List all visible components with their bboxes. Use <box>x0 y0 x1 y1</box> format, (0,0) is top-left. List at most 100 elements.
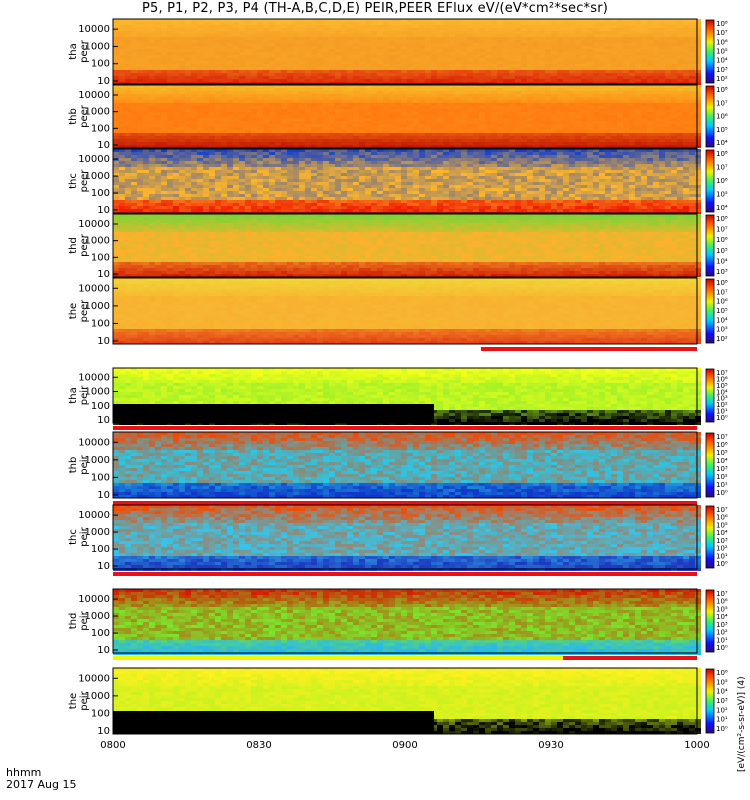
colorbar-tick-label: 10¹ <box>716 481 728 489</box>
colorbar-tick-label: 10² <box>716 629 728 637</box>
colorbar-tick-label: 10⁶ <box>716 375 728 383</box>
colorbar-tick-label: 10⁰ <box>716 725 728 733</box>
y-tick-label: 100 <box>91 252 110 263</box>
panel-thd-peir: 10100100010000thdpeir10⁰10¹10²10³10⁴10⁵1… <box>68 588 728 660</box>
colorbar <box>705 85 715 148</box>
colorbar-tick-label: 10⁴ <box>716 139 728 147</box>
colorbar-tick-label: 10⁵ <box>716 678 728 686</box>
colorbar-tick-label: 10⁶ <box>716 598 728 606</box>
y-tick-label: 1000 <box>85 236 110 247</box>
y-tick-label: 100 <box>91 472 110 483</box>
x-tick-label: 0930 <box>538 740 563 751</box>
y-axis-label: thcpeer <box>68 169 90 193</box>
status-bar <box>563 656 697 660</box>
y-tick-label: 10 <box>97 490 110 501</box>
y-tick-label: 10000 <box>78 510 110 521</box>
y-tick-label: 100 <box>91 708 110 719</box>
colorbar-tick-label: 10³ <box>716 621 728 629</box>
y-axis-label: thapeir <box>68 385 90 405</box>
colorbar-tick-label: 10⁸ <box>716 20 728 28</box>
panel-thc-peir: 10100100010000thcpeir10⁰10¹10²10³10⁴10⁵1… <box>68 504 728 576</box>
panel-frame <box>112 148 698 214</box>
colorbar-tick-label: 10⁷ <box>716 226 728 234</box>
y-axis-label: thepeir <box>68 690 90 710</box>
colorbar-tick-label: 10³ <box>716 697 728 705</box>
y-tick-label: 100 <box>91 123 110 134</box>
panel-thb-peir: 10100100010000thbpeir10⁰10¹10²10³10⁴10⁵1… <box>68 431 728 505</box>
colorbar <box>705 432 715 498</box>
colorbar-tick-label: 10⁸ <box>716 150 728 158</box>
colorbar-tick-label: 10³ <box>716 465 728 473</box>
colorbar-tick-label: 10⁴ <box>716 257 728 265</box>
colorbar <box>705 214 715 277</box>
y-tick-label: 10 <box>97 140 110 151</box>
colorbar-tick-label: 10⁴ <box>716 613 728 621</box>
colorbar-tick-label: 10⁰ <box>716 560 728 568</box>
colorbar-tick-label: 10⁵ <box>716 521 728 529</box>
hhmm-label: hhmm <box>6 766 41 779</box>
colorbar-tick-label: 10⁵ <box>716 126 728 134</box>
colorbar-tick-label: 10⁵ <box>716 191 728 199</box>
colorbar-tick-label: 10⁵ <box>716 449 728 457</box>
colorbar-tick-label: 10² <box>716 706 728 714</box>
colorbar <box>705 505 715 569</box>
colorbar-tick-label: 10⁴ <box>716 316 728 324</box>
colorbar-tick-label: 10⁵ <box>716 605 728 613</box>
panel-thd-peer: 10 100 1000 10000 thdpeer 10³ 10⁴ 10⁵ 10⁶ 10⁷ 10⁸ <box>68 213 728 280</box>
panel-frame <box>112 84 698 149</box>
colorbar <box>705 278 715 344</box>
colorbar-tick-label: 10³ <box>716 268 728 276</box>
y-tick-label: 10 <box>97 415 110 426</box>
colorbar-tick-label: 10¹ <box>716 716 728 724</box>
panel-frame <box>112 367 698 424</box>
colorbar-tick-label: 10⁶ <box>716 113 728 121</box>
colorbar-tick-label: 10⁴ <box>716 204 728 212</box>
colorbar-tick-label: 10² <box>716 473 728 481</box>
colorbar-tick-label: 10⁴ <box>716 457 728 465</box>
colorbar-tick-label: 10⁷ <box>716 99 728 107</box>
colorbar-tick-label: 10⁷ <box>716 506 728 514</box>
y-tick-label: 10 <box>97 269 110 280</box>
chart-title: P5, P1, P2, P3, P4 (TH-A,B,C,D,E) PEIR,P… <box>0 1 750 16</box>
y-tick-label: 10 <box>97 561 110 572</box>
colorbar-tick-label: 10¹ <box>716 636 728 644</box>
y-tick-label: 100 <box>91 628 110 639</box>
panel-thb-peer: 10 100 1000 10000 thbpeer 10⁴ 10⁵ 10⁶ 10⁷ 10⁸ <box>68 84 728 151</box>
colorbar-tick-label: 10⁴ <box>716 529 728 537</box>
y-tick-label: 1000 <box>85 41 110 52</box>
colorbar-tick-label: 10⁰ <box>716 489 728 497</box>
y-axis-label: thdpeir <box>68 610 90 630</box>
colorbar-tick-label: 10⁸ <box>716 215 728 223</box>
y-tick-label: 10000 <box>78 283 110 294</box>
panel-thc-peer: 10 100 1000 10000 thcpeer 10⁴ 10⁵ 10⁶ 10⁷ 10⁸ <box>68 148 728 216</box>
colorbar-tick-label: 10³ <box>716 537 728 545</box>
y-axis-label: thdpeer <box>68 233 90 257</box>
panel-frame <box>112 588 698 654</box>
panel-frame <box>112 18 698 85</box>
y-tick-label: 10000 <box>78 372 110 383</box>
date-label: 2017 Aug 15 <box>6 778 76 791</box>
y-tick-label: 1000 <box>85 387 110 398</box>
colorbar-tick-label: 10⁶ <box>716 38 728 46</box>
colorbar-tick-label: 10² <box>716 401 728 409</box>
y-tick-label: 1000 <box>85 691 110 702</box>
colorbar <box>705 589 715 653</box>
colorbar-tick-label: 10¹ <box>716 552 728 560</box>
y-tick-label: 10 <box>97 336 110 347</box>
colorbar-tick-label: 10² <box>716 335 728 343</box>
colorbar-tick-label: 10³ <box>716 66 728 74</box>
no-data-region <box>113 404 434 423</box>
y-tick-label: 10 <box>97 726 110 737</box>
y-axis-label: thepeer <box>68 299 90 323</box>
colorbar-tick-label: 10⁸ <box>716 279 728 287</box>
status-bar <box>113 426 697 430</box>
y-tick-label: 10000 <box>78 219 110 230</box>
colorbar-tick-label: 10⁷ <box>716 288 728 296</box>
y-axis-label: thapeer <box>68 39 90 63</box>
y-tick-label: 1000 <box>85 527 110 538</box>
panel-frame <box>112 213 698 278</box>
status-bar <box>113 572 697 576</box>
y-tick-label: 1000 <box>85 301 110 312</box>
